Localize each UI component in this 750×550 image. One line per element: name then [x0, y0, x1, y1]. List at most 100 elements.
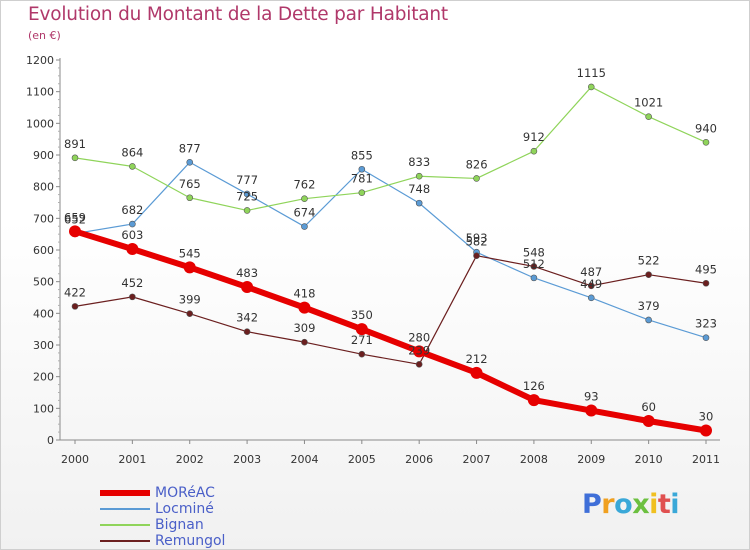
data-label: 239 [408, 343, 430, 357]
y-tick-label: 500 [33, 276, 54, 289]
data-point [358, 350, 366, 358]
legend-swatch [100, 508, 150, 510]
logo-letter: x [632, 489, 650, 520]
data-point [241, 281, 254, 294]
data-label: 545 [179, 246, 201, 260]
x-tick-label: 2006 [405, 453, 433, 466]
data-point [587, 83, 595, 91]
data-point [71, 303, 79, 310]
data-point [587, 294, 595, 302]
data-point [585, 404, 598, 417]
data-point [301, 223, 308, 230]
data-point [702, 139, 710, 146]
data-point [358, 189, 366, 196]
x-tick-label: 2004 [290, 453, 318, 466]
data-label: 548 [523, 245, 545, 259]
x-tick-label: 2003 [233, 453, 261, 466]
x-tick-label: 2007 [463, 453, 491, 466]
data-label: 940 [695, 121, 717, 135]
data-point [186, 310, 194, 317]
x-tick-label: 2008 [520, 453, 548, 466]
data-point [298, 301, 311, 314]
logo-letter: i [649, 489, 658, 520]
data-point [243, 207, 251, 214]
data-label: 855 [351, 148, 373, 162]
data-point [645, 113, 652, 120]
data-point [530, 274, 538, 282]
data-label: 418 [293, 287, 315, 301]
x-tick-label: 2010 [635, 453, 663, 466]
legend-label: Remungol [155, 533, 226, 549]
data-point [530, 263, 538, 270]
y-tick-label: 600 [33, 244, 54, 257]
data-point [415, 199, 423, 207]
data-point [527, 394, 540, 407]
data-label: 126 [523, 379, 545, 393]
data-point [470, 366, 483, 379]
logo-letter: o [614, 489, 633, 520]
data-label: 1021 [634, 96, 663, 110]
y-tick-label: 1100 [26, 86, 54, 99]
x-tick-label: 2001 [118, 453, 146, 466]
data-label: 271 [351, 333, 373, 347]
data-label: 603 [121, 228, 143, 242]
legend-item: Locminé [100, 501, 300, 517]
data-point [69, 225, 81, 238]
data-label: 877 [179, 141, 201, 155]
proxiti-logo: Proxiti [582, 489, 680, 520]
y-tick-label: 1000 [26, 117, 54, 130]
data-label: 280 [408, 330, 430, 344]
data-label: 777 [236, 173, 258, 187]
legend-label: Bignan [155, 517, 204, 533]
y-tick-label: 200 [33, 371, 54, 384]
data-label: 483 [236, 266, 258, 280]
data-point [702, 334, 710, 342]
logo-letter: t [657, 489, 671, 520]
y-tick-label: 800 [33, 181, 54, 194]
legend-swatch [100, 524, 150, 526]
data-point [700, 424, 712, 437]
data-label: 350 [351, 308, 373, 322]
data-point [358, 165, 366, 173]
data-point [126, 243, 139, 256]
data-point [415, 361, 423, 368]
data-point [355, 323, 368, 336]
data-point [301, 195, 308, 202]
data-label: 826 [466, 157, 488, 171]
data-label: 765 [179, 177, 201, 191]
data-label: 495 [695, 262, 717, 276]
data-label: 379 [638, 299, 660, 313]
data-label: 781 [351, 172, 373, 186]
data-label: 725 [236, 189, 258, 203]
legend-label: MORéAC [155, 485, 215, 501]
data-label: 309 [293, 321, 315, 335]
data-label: 60 [641, 400, 656, 414]
data-label: 582 [466, 235, 488, 249]
x-tick-label: 2002 [176, 453, 204, 466]
y-tick-label: 1200 [26, 54, 54, 67]
data-label: 449 [580, 277, 602, 291]
logo-letter: P [582, 489, 602, 520]
chart-legend: MORéAC Locminé Bignan Remungol [100, 485, 300, 549]
y-tick-label: 100 [33, 402, 54, 415]
data-point [186, 158, 194, 166]
legend-item: Bignan [100, 517, 300, 533]
y-tick-label: 400 [33, 307, 54, 320]
data-point [243, 190, 251, 198]
chart-subtitle: (en €) [28, 29, 61, 42]
data-point [530, 147, 538, 155]
data-label: 762 [293, 178, 315, 192]
data-label: 652 [64, 213, 86, 227]
data-label: 522 [638, 254, 660, 268]
data-label: 323 [695, 317, 717, 331]
logo-letter: i [670, 489, 680, 520]
data-point [243, 328, 251, 336]
data-label: 342 [236, 311, 258, 325]
data-label: 422 [64, 285, 86, 299]
legend-item: Remungol [100, 533, 300, 549]
data-point [129, 293, 136, 301]
legend-label: Locminé [155, 501, 214, 517]
data-point [645, 271, 652, 279]
data-point [415, 172, 423, 180]
x-tick-label: 2000 [61, 453, 89, 466]
